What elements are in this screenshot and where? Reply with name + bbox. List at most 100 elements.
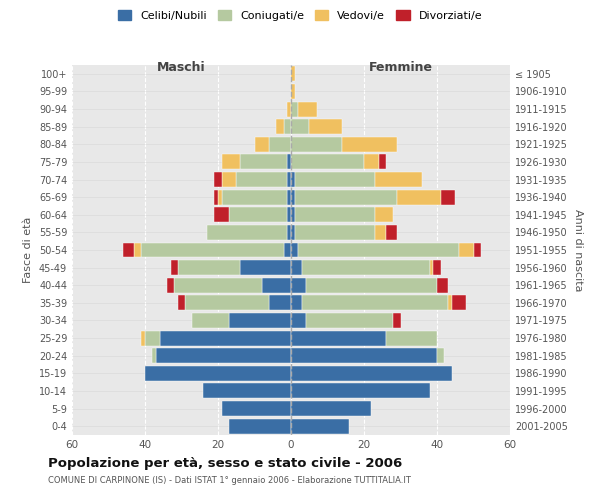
Bar: [305, 278, 437, 292]
Text: Popolazione per età, sesso e stato civile - 2006: Popolazione per età, sesso e stato civil…: [48, 458, 402, 470]
Bar: [221, 401, 291, 416]
Bar: [221, 154, 240, 170]
Bar: [193, 313, 229, 328]
Bar: [291, 190, 295, 204]
Bar: [452, 296, 466, 310]
Bar: [134, 242, 142, 258]
Bar: [221, 172, 236, 187]
Bar: [291, 401, 371, 416]
Bar: [269, 296, 291, 310]
Bar: [386, 225, 397, 240]
Bar: [309, 119, 342, 134]
Bar: [364, 154, 379, 170]
Bar: [291, 225, 295, 240]
Bar: [379, 154, 386, 170]
Bar: [229, 208, 287, 222]
Bar: [214, 190, 218, 204]
Bar: [291, 384, 430, 398]
Bar: [295, 172, 375, 187]
Bar: [386, 330, 437, 345]
Bar: [295, 208, 375, 222]
Bar: [291, 260, 302, 275]
Bar: [203, 384, 291, 398]
Bar: [291, 66, 295, 82]
Bar: [291, 418, 349, 434]
Bar: [291, 84, 295, 99]
Bar: [287, 225, 291, 240]
Bar: [291, 330, 386, 345]
Bar: [240, 260, 291, 275]
Bar: [375, 208, 393, 222]
Bar: [185, 296, 269, 310]
Bar: [174, 278, 262, 292]
Bar: [287, 102, 291, 116]
Bar: [262, 278, 291, 292]
Bar: [305, 313, 393, 328]
Bar: [287, 190, 291, 204]
Bar: [240, 154, 287, 170]
Text: Maschi: Maschi: [157, 62, 206, 74]
Bar: [291, 366, 452, 381]
Bar: [295, 190, 397, 204]
Bar: [287, 154, 291, 170]
Bar: [123, 242, 134, 258]
Bar: [218, 190, 221, 204]
Legend: Celibi/Nubili, Coniugati/e, Vedovi/e, Divorziati/e: Celibi/Nubili, Coniugati/e, Vedovi/e, Di…: [113, 6, 487, 25]
Bar: [254, 137, 269, 152]
Bar: [207, 225, 287, 240]
Bar: [291, 154, 364, 170]
Bar: [302, 296, 448, 310]
Bar: [291, 242, 298, 258]
Bar: [430, 260, 433, 275]
Bar: [473, 242, 481, 258]
Bar: [284, 119, 291, 134]
Bar: [298, 102, 317, 116]
Bar: [433, 260, 440, 275]
Bar: [277, 119, 284, 134]
Bar: [287, 172, 291, 187]
Bar: [291, 348, 437, 363]
Bar: [291, 172, 295, 187]
Bar: [170, 260, 178, 275]
Bar: [142, 330, 145, 345]
Bar: [287, 208, 291, 222]
Bar: [221, 190, 287, 204]
Y-axis label: Fasce di età: Fasce di età: [23, 217, 33, 283]
Bar: [342, 137, 397, 152]
Bar: [295, 225, 375, 240]
Bar: [178, 260, 240, 275]
Bar: [291, 102, 298, 116]
Bar: [459, 242, 473, 258]
Bar: [291, 278, 305, 292]
Bar: [393, 313, 401, 328]
Bar: [236, 172, 287, 187]
Bar: [291, 119, 309, 134]
Bar: [269, 137, 291, 152]
Bar: [178, 296, 185, 310]
Bar: [302, 260, 430, 275]
Bar: [152, 348, 156, 363]
Bar: [229, 313, 291, 328]
Y-axis label: Anni di nascita: Anni di nascita: [573, 209, 583, 291]
Bar: [437, 278, 448, 292]
Bar: [375, 225, 386, 240]
Bar: [167, 278, 174, 292]
Bar: [298, 242, 459, 258]
Bar: [375, 172, 422, 187]
Bar: [156, 348, 291, 363]
Bar: [145, 366, 291, 381]
Bar: [448, 296, 452, 310]
Bar: [291, 296, 302, 310]
Bar: [440, 190, 455, 204]
Bar: [145, 330, 160, 345]
Bar: [142, 242, 284, 258]
Bar: [284, 242, 291, 258]
Bar: [397, 190, 440, 204]
Bar: [291, 208, 295, 222]
Bar: [291, 137, 342, 152]
Text: COMUNE DI CARPINONE (IS) - Dati ISTAT 1° gennaio 2006 - Elaborazione TUTTITALIA.: COMUNE DI CARPINONE (IS) - Dati ISTAT 1°…: [48, 476, 411, 485]
Bar: [229, 418, 291, 434]
Bar: [160, 330, 291, 345]
Text: Femmine: Femmine: [368, 62, 433, 74]
Bar: [214, 208, 229, 222]
